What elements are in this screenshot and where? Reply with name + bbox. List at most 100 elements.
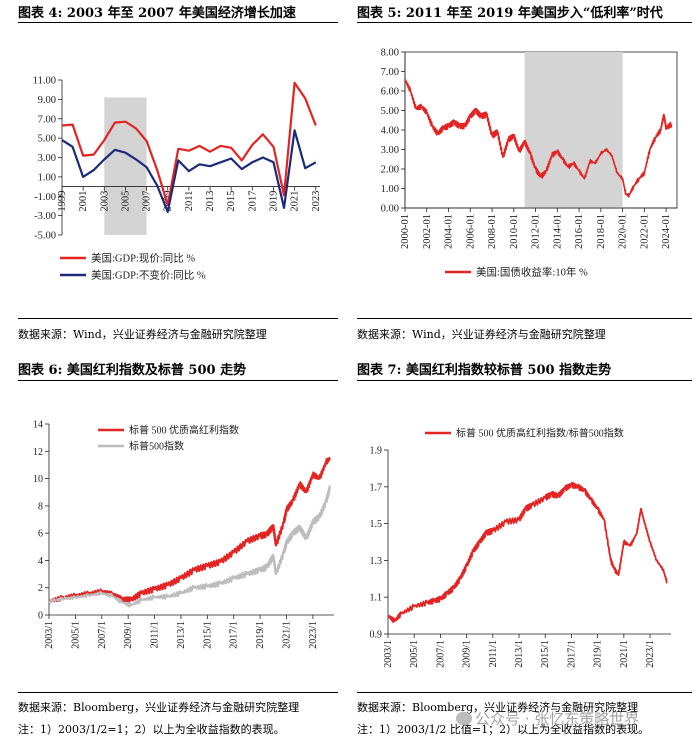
y-tick-label: 0 — [38, 611, 43, 622]
y-tick-label: 6.00 — [381, 87, 399, 98]
legend-label: 标普 500 优质高红利指数/标普500指数 — [456, 427, 624, 440]
y-tick-label: 4.00 — [381, 126, 399, 137]
y-tick-label: 1.5 — [370, 519, 383, 530]
watermark: 公众号 · 张忆东策略世界 — [456, 708, 639, 729]
x-tick-label: 2005/1 — [70, 621, 81, 649]
y-tick-label: 3.00 — [38, 153, 56, 164]
y-tick-label: 7.00 — [38, 114, 56, 125]
y-tick-label: 3.00 — [381, 145, 399, 156]
x-tick-label: 2022-01 — [639, 214, 650, 249]
chart4-source: 数据来源：Wind，兴业证券经济与金融研究院整理 — [18, 328, 267, 341]
y-tick-label: 2.00 — [381, 165, 399, 176]
x-tick-label: 2015 — [226, 191, 237, 212]
chart6-top-rule — [18, 380, 338, 381]
y-tick-label: 12 — [33, 447, 43, 458]
x-tick-label: 2001 — [78, 191, 89, 212]
chart5-top-rule — [357, 22, 692, 23]
chart7-note: 注：1）2003/1/2 比值=1；2）以上为全收益指数的表现。 — [357, 723, 650, 736]
series-line-2 — [48, 485, 331, 608]
x-tick-label: 2020-01 — [618, 214, 629, 249]
x-tick-label: 2005 — [120, 191, 131, 212]
y-tick-label: 1.7 — [370, 482, 383, 493]
x-tick-label: 2004-01 — [444, 214, 455, 249]
y-tick-label: 1.3 — [370, 556, 383, 567]
y-tick-label: 14 — [33, 420, 43, 431]
y-tick-label: 0.00 — [381, 204, 399, 215]
legend-label: 美国:GDP:不变价:同比 % — [91, 269, 206, 282]
x-tick-label: 2007/1 — [97, 621, 108, 649]
y-tick-label: 7.00 — [381, 67, 399, 78]
x-tick-label: 2012-01 — [531, 214, 542, 249]
x-tick-label: 2023 — [311, 191, 322, 212]
y-tick-label: -1.00 — [34, 192, 56, 203]
x-tick-label: 2021/1 — [282, 621, 293, 649]
chart6-bottom-rule — [18, 692, 338, 693]
x-tick-label: 2008-01 — [487, 214, 498, 249]
y-tick-label: 1.1 — [370, 593, 383, 604]
x-tick-label: 2010-01 — [509, 214, 520, 249]
legend-label: 美国:国债收益率:10年 % — [476, 266, 588, 279]
y-tick-label: 0.9 — [370, 630, 383, 641]
x-tick-label: 2015/1 — [202, 621, 213, 649]
x-tick-label: 2017/1 — [229, 621, 240, 649]
x-tick-label: 2018-01 — [596, 214, 607, 249]
chart4-title: 图表 4: 2003 年至 2007 年美国经济增长加速 — [18, 6, 296, 21]
x-tick-label: 2011 — [184, 191, 195, 212]
x-tick-label: 2003 — [99, 191, 110, 212]
chart6-source: 数据来源：Bloomberg，兴业证券经济与金融研究院整理 — [18, 701, 300, 714]
chart6-note: 注：1）2003/1/2=1；2）以上为全收益指数的表现。 — [18, 723, 285, 736]
y-tick-label: 1.9 — [370, 446, 383, 457]
y-tick-label: 8 — [38, 501, 43, 512]
legend-label: 标普 500 优质高红利指数 — [129, 424, 239, 437]
chart4-bottom-rule — [18, 318, 338, 319]
series-line-1 — [61, 81, 317, 207]
chart4-top-rule — [18, 22, 338, 23]
x-tick-label: 2003/1 — [44, 621, 55, 649]
x-tick-label: 2014-01 — [552, 214, 563, 249]
chart7-source: 数据来源：Bloomberg，兴业证券经济与金融研究院整理 — [357, 701, 639, 714]
x-tick-label: 2002-01 — [422, 214, 433, 249]
chart5: 8.00 7.00 6.00 5.00 4.00 3.00 2.00 1.00 0.002000… — [381, 48, 678, 279]
x-tick-label: 2009/1 — [462, 640, 473, 668]
x-tick-label: 2021/1 — [619, 640, 630, 668]
y-tick-label: 1.00 — [381, 184, 399, 195]
y-tick-label: 2 — [38, 583, 43, 594]
y-tick-label: 6 — [38, 529, 43, 540]
x-tick-label: 2005/1 — [409, 640, 420, 668]
x-tick-label: 2024-01 — [661, 214, 672, 249]
y-tick-label: -5.00 — [34, 231, 56, 242]
x-tick-label: 2007 — [142, 191, 153, 212]
x-tick-label: 1999 — [57, 191, 68, 212]
y-tick-label: 1.00 — [38, 172, 56, 183]
chart6-title: 图表 6: 美国红利指数及标普 500 走势 — [18, 363, 247, 378]
series-line-1 — [48, 456, 331, 604]
chart5-source: 数据来源：Wind，兴业证券经济与金融研究院整理 — [357, 328, 606, 341]
y-tick-label: 8.00 — [381, 48, 399, 59]
chart7-title: 图表 7: 美国红利指数较标普 500 指数走势 — [357, 363, 612, 378]
x-tick-label: 2013/1 — [514, 640, 525, 668]
chart4: 11.00 9.00 7.00 5.00 3.00 1.00 -1.00 -3.00 -5.00… — [33, 76, 322, 282]
chart7-top-rule — [357, 380, 692, 381]
x-tick-label: 2013 — [205, 191, 216, 212]
x-tick-label: 2019/1 — [593, 640, 604, 668]
y-tick-label: 9.00 — [38, 95, 56, 106]
chart5-bottom-rule — [357, 318, 692, 319]
y-tick-label: 11.00 — [33, 76, 56, 87]
x-tick-label: 2003/1 — [383, 640, 394, 668]
x-tick-label: 2011/1 — [488, 640, 499, 667]
y-tick-label: -3.00 — [34, 211, 56, 222]
series-line-1 — [404, 78, 673, 198]
chart5-title: 图表 5: 2011 年至 2019 年美国步入“低利率”时代 — [357, 6, 663, 21]
x-tick-label: 2016-01 — [574, 214, 585, 249]
shaded-period — [524, 52, 623, 208]
x-tick-label: 2019/1 — [255, 621, 266, 649]
shaded-period — [104, 97, 147, 235]
x-tick-label: 2017 — [247, 191, 258, 212]
series-line-1 — [387, 481, 668, 623]
x-tick-label: 2009/1 — [123, 621, 134, 649]
x-tick-label: 2019 — [268, 191, 279, 212]
x-tick-label: 2000-01 — [400, 214, 411, 249]
x-tick-label: 2023/1 — [308, 621, 319, 649]
